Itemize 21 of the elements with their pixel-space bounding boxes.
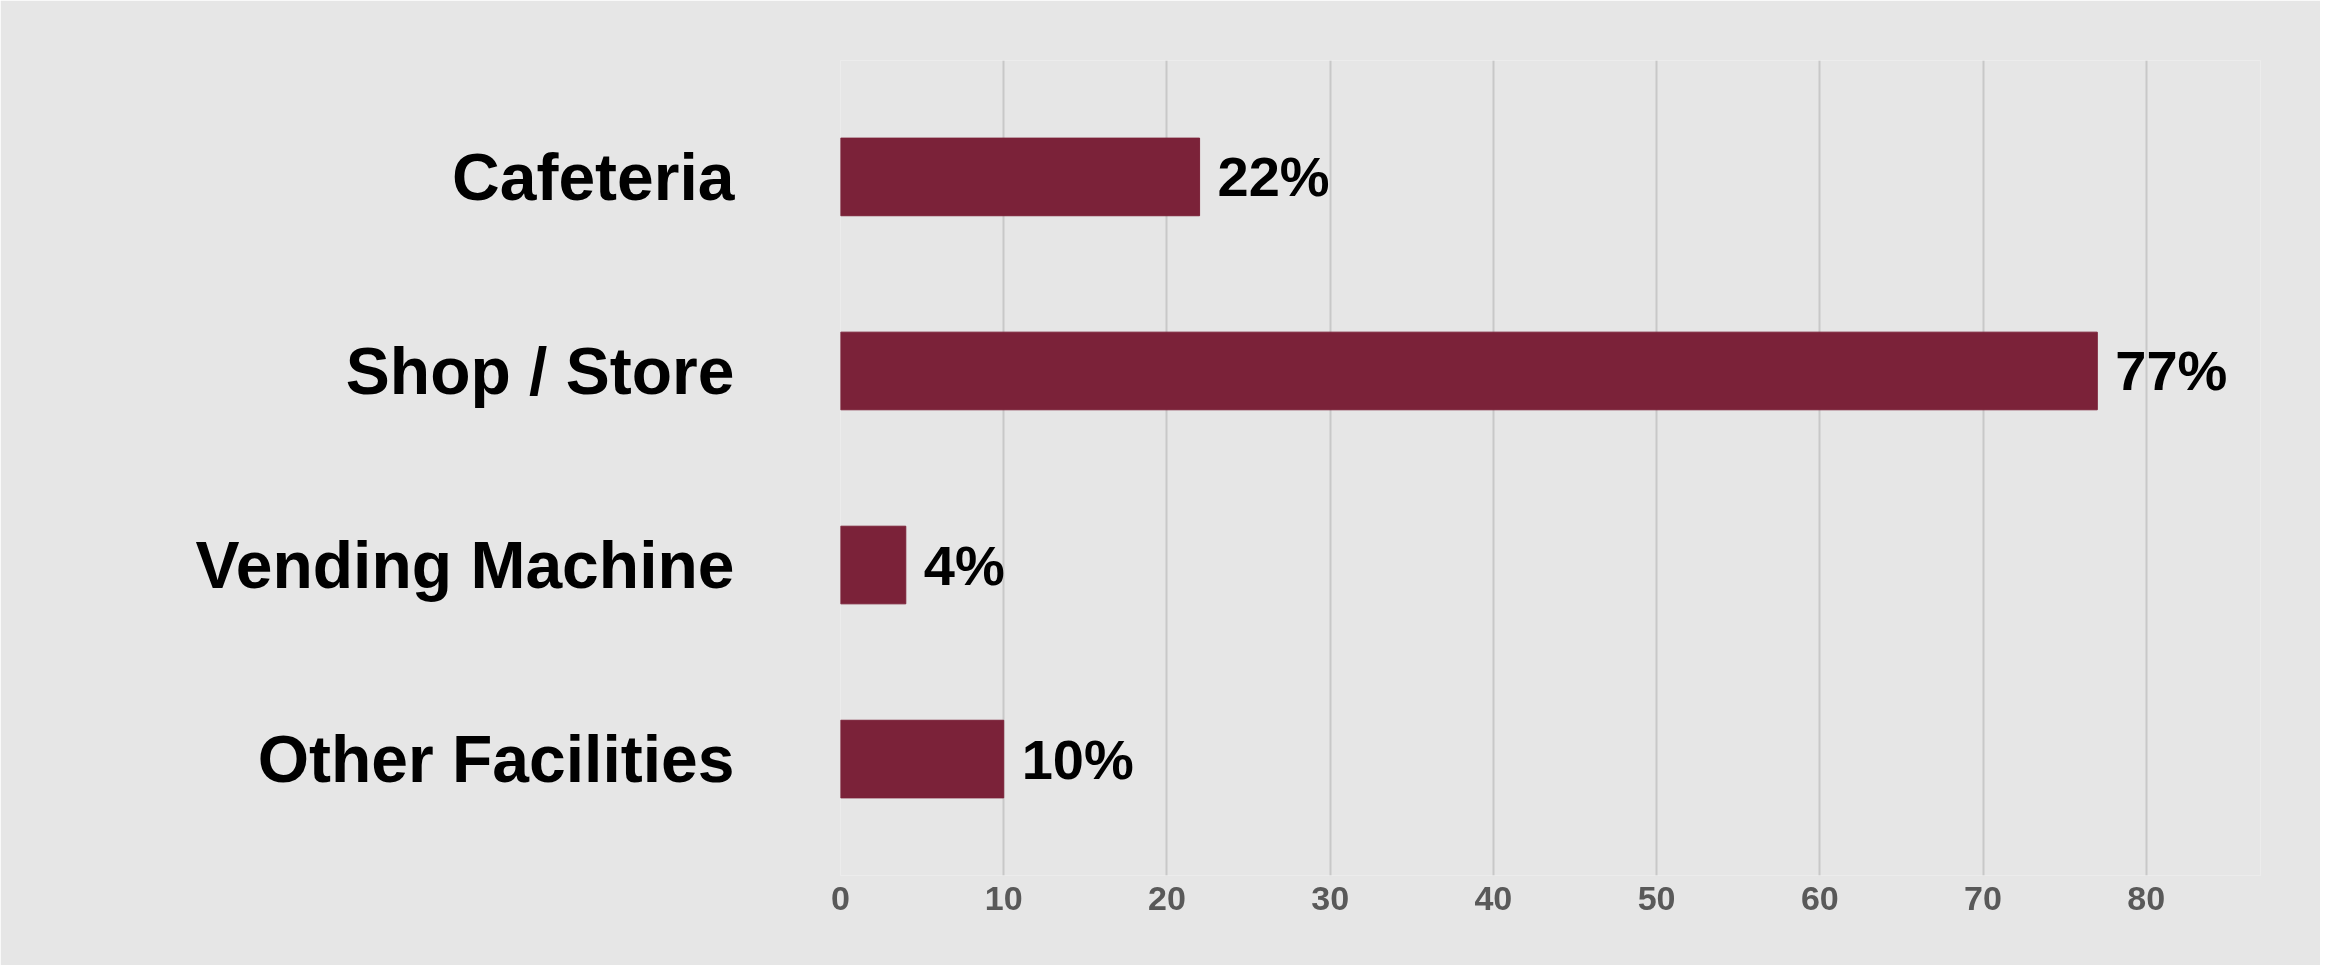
x-tick-label: 10 xyxy=(984,878,1023,917)
y-tick-label: Cafeteria xyxy=(452,139,736,214)
x-tick-label: 30 xyxy=(1311,878,1350,917)
y-tick-label: Other Facilities xyxy=(257,722,735,797)
bar xyxy=(840,137,1201,217)
data-label: 4% xyxy=(923,533,1005,597)
x-tick-label: 70 xyxy=(1964,878,2002,917)
x-tick-label: 80 xyxy=(2127,878,2166,917)
data-label: 22% xyxy=(1217,145,1330,209)
bar xyxy=(840,331,2098,411)
y-tick-label: Vending Machine xyxy=(195,528,735,603)
x-tick-label: 40 xyxy=(1474,878,1513,917)
y-tick-label: Shop / Store xyxy=(345,333,735,408)
bar xyxy=(840,525,907,605)
bar xyxy=(840,719,1005,799)
x-tick-label: 20 xyxy=(1148,878,1186,917)
data-label: 77% xyxy=(2115,339,2228,403)
x-tick-label: 60 xyxy=(1800,878,1839,917)
x-tick-label: 0 xyxy=(831,878,850,917)
data-label: 10% xyxy=(1021,727,1134,791)
x-tick-label: 50 xyxy=(1637,878,1676,917)
